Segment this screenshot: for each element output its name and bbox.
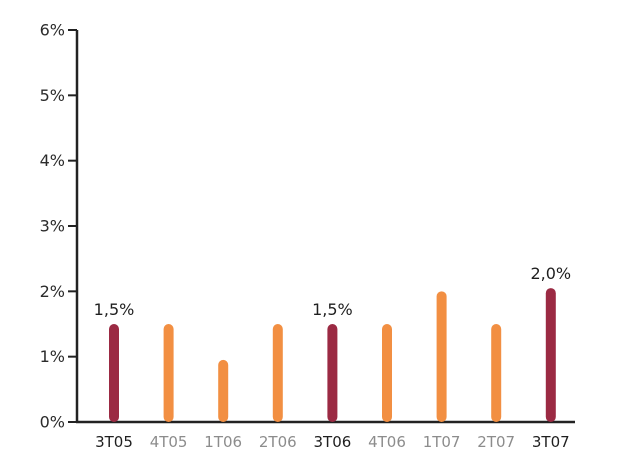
x-tick-label: 2T07 bbox=[477, 433, 515, 451]
bar-4t06 bbox=[382, 324, 392, 422]
data-label: 2,0% bbox=[530, 264, 571, 283]
x-tick-label: 3T05 bbox=[95, 433, 133, 451]
y-tick-label: 6% bbox=[40, 21, 65, 40]
bar-4t05 bbox=[163, 324, 174, 422]
y-tick-label: 4% bbox=[40, 151, 65, 170]
labels: 3T05 1,5% 4T05 1T06 2T06 3T06 1,5% 4T06 1T07 2T07… bbox=[94, 264, 571, 451]
bar-3t06 bbox=[327, 324, 338, 422]
y-tick-label: 2% bbox=[40, 282, 65, 301]
x-tick-label: 2T06 bbox=[259, 433, 297, 451]
x-tick-label: 3T06 bbox=[314, 433, 352, 451]
data-label: 1,5% bbox=[312, 300, 353, 319]
y-tick-label: 3% bbox=[40, 217, 65, 236]
data-label: 1,5% bbox=[94, 300, 135, 319]
bar-3t05 bbox=[109, 324, 119, 422]
bar-1t07 bbox=[436, 291, 447, 422]
x-tick-label: 4T06 bbox=[368, 433, 406, 451]
y-tick-label: 5% bbox=[40, 86, 65, 105]
bar-2t06 bbox=[272, 324, 283, 422]
y-tick-label: 1% bbox=[40, 347, 65, 366]
bars bbox=[109, 288, 556, 422]
bar-1t06 bbox=[218, 359, 229, 422]
bar-3t07 bbox=[545, 288, 556, 422]
x-tick-label: 3T07 bbox=[532, 433, 570, 451]
x-tick-label: 4T05 bbox=[150, 433, 188, 451]
axes: 0% 1% 2% 3% 4% 5% 6% bbox=[40, 21, 575, 432]
y-tick-label: 0% bbox=[40, 413, 65, 432]
x-tick-label: 1T07 bbox=[423, 433, 461, 451]
x-tick-label: 1T06 bbox=[204, 433, 242, 451]
bar-2t07 bbox=[491, 324, 502, 422]
